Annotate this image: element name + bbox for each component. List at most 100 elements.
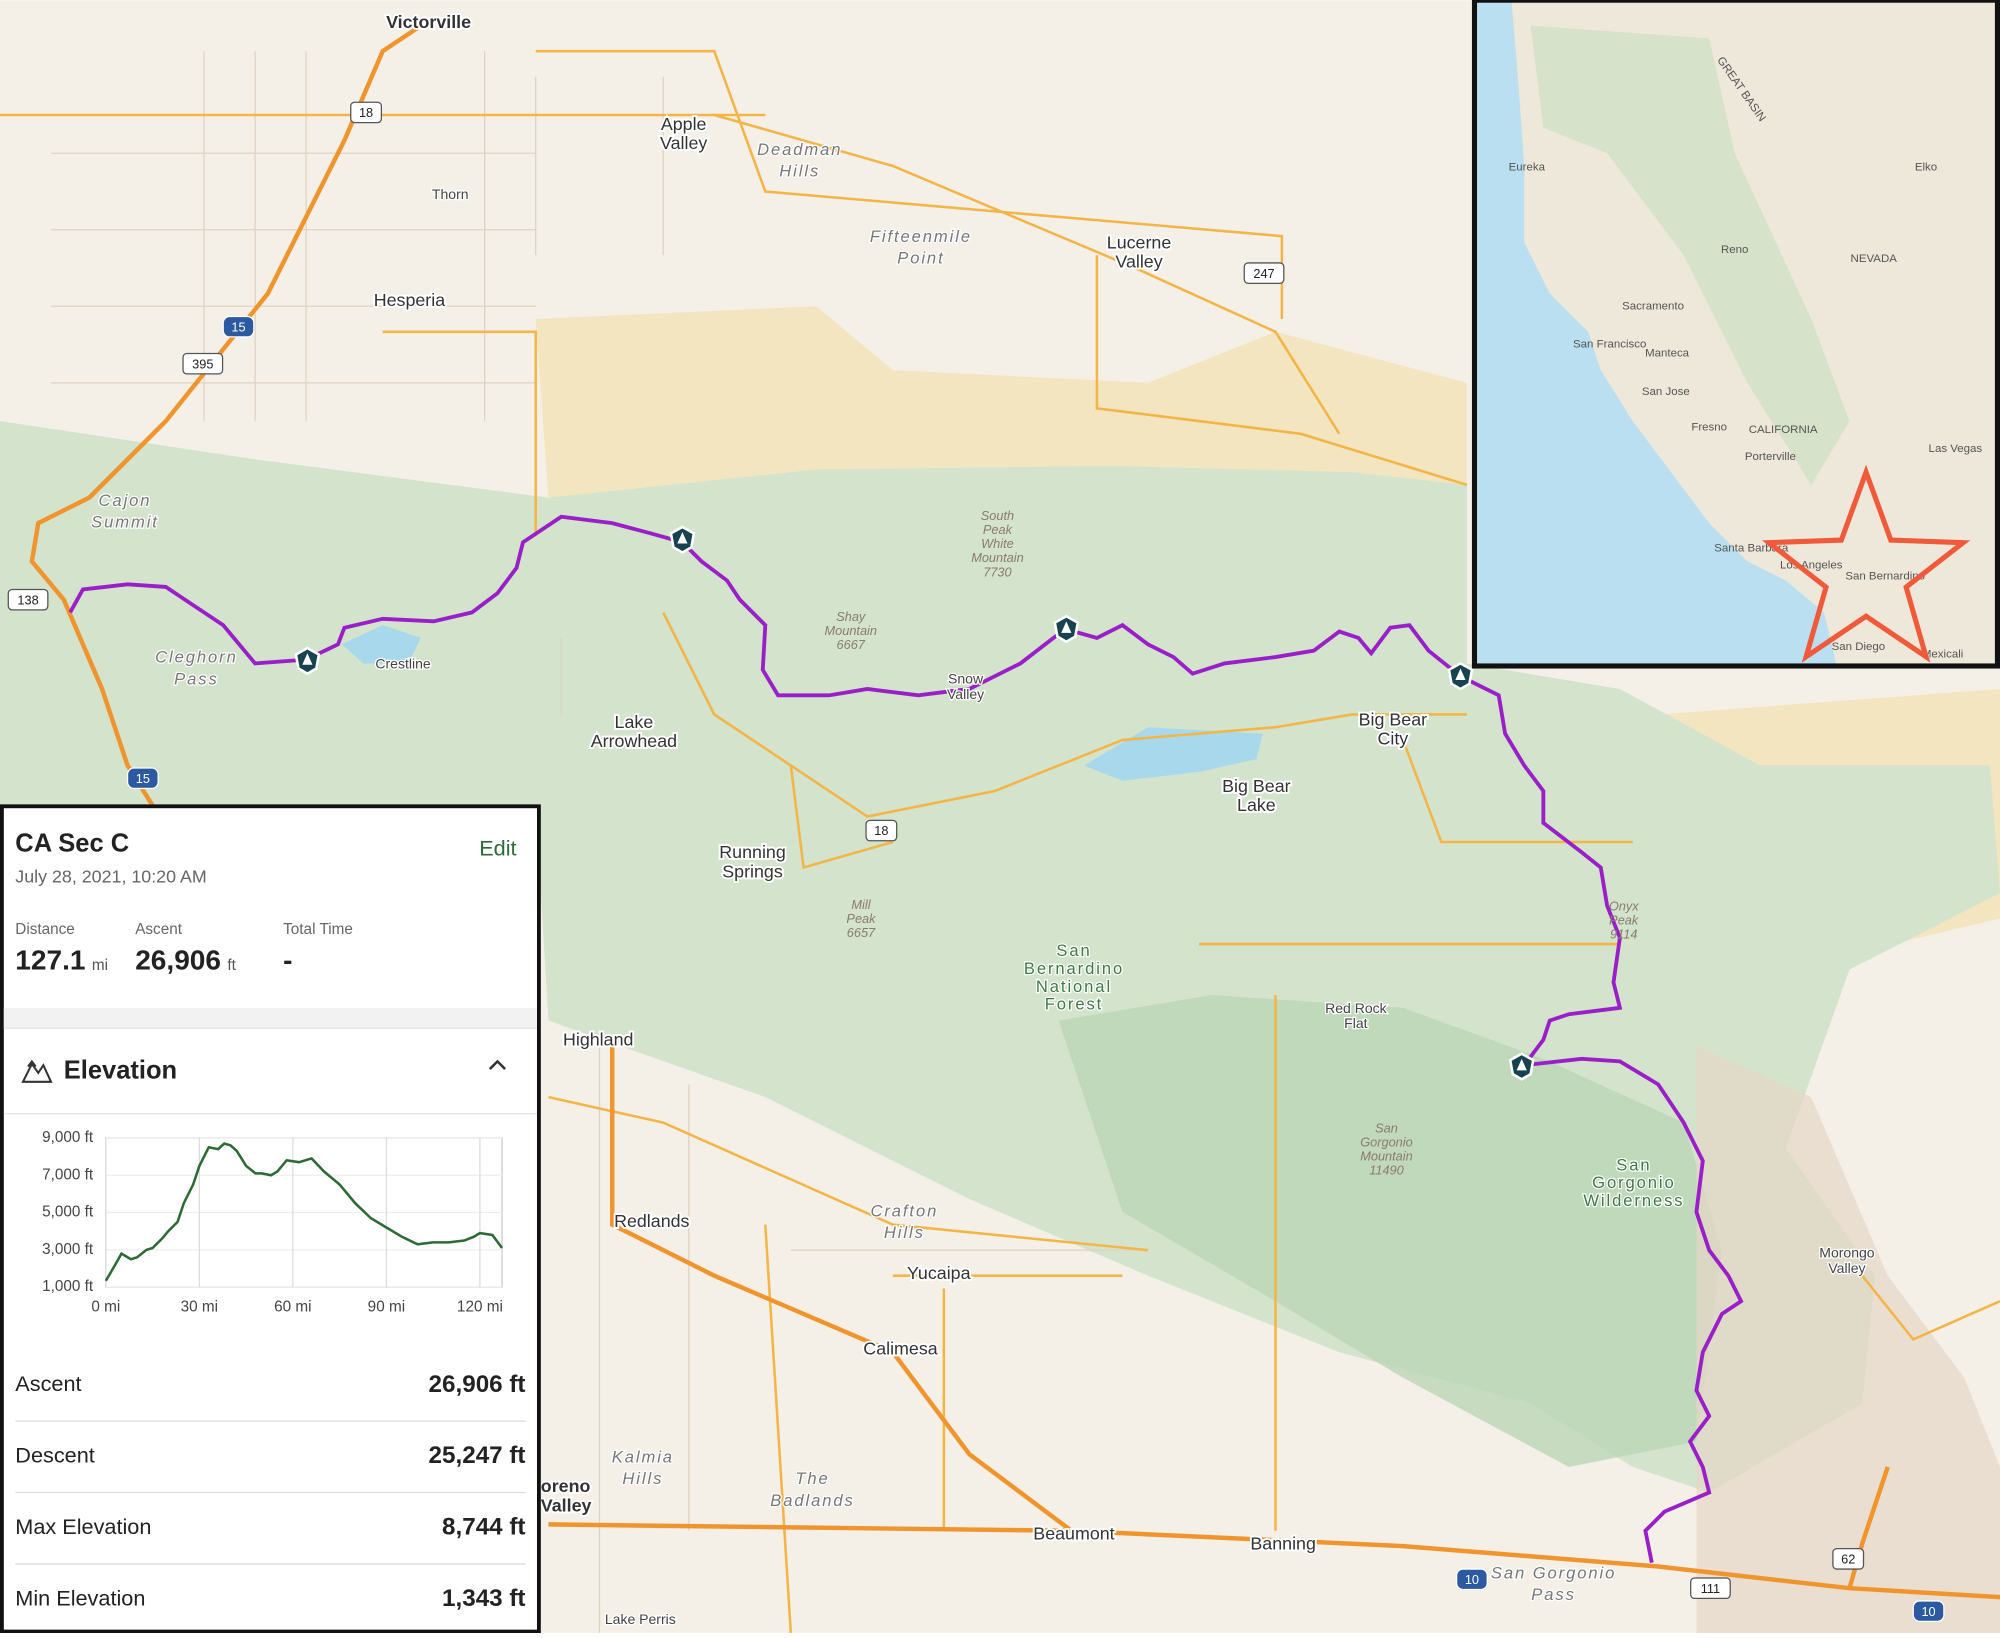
inset-label: San Diego <box>1832 641 1886 653</box>
elevation-chart: 9,000 ft 7,000 ft 5,000 ft 3,000 ft 1,000 ft… <box>42 1129 504 1316</box>
place-label: Beaumont <box>1033 1523 1114 1543</box>
place-label: White <box>981 536 1014 551</box>
stat-label: Max Elevation <box>15 1514 151 1539</box>
shield <box>182 352 224 375</box>
x-tick-label: 30 mi <box>181 1299 218 1316</box>
x-tick-label: 90 mi <box>368 1299 405 1316</box>
shield-number: 18 <box>359 105 373 120</box>
trail-route <box>68 514 1744 1564</box>
y-tick-label: 5,000 ft <box>42 1204 94 1221</box>
place-label: Calimesa <box>863 1338 937 1358</box>
stat-label: Min Elevation <box>15 1585 145 1610</box>
place-label: Fifteenmile <box>870 227 972 246</box>
place-label: Running <box>719 842 785 862</box>
shield <box>865 819 898 842</box>
inset-label: Mexicali <box>1922 649 1963 661</box>
place-label: The <box>795 1469 829 1488</box>
place-label: Victorville <box>386 12 471 32</box>
shield-number: 18 <box>874 823 888 838</box>
summary-value: 127.1 <box>15 944 85 975</box>
trail-markers <box>294 525 1535 1081</box>
place-label: Summit <box>91 513 159 532</box>
place-label: Red Rock <box>1325 1000 1388 1016</box>
place-label: Valley <box>947 686 984 702</box>
place-label: Springs <box>722 861 783 881</box>
place-label: Wilderness <box>1583 1191 1684 1210</box>
place-label: Shay <box>836 609 867 624</box>
place-label: 9114 <box>1610 926 1637 941</box>
summary-label: Total Time <box>283 921 353 938</box>
shield <box>7 588 49 611</box>
collapse-button[interactable] <box>488 1059 507 1070</box>
place-label: Lake Perris <box>605 1611 676 1627</box>
place-label: Valley <box>660 133 707 153</box>
inset-label: Sacramento <box>1622 300 1684 312</box>
shield-number: 62 <box>1841 1551 1855 1566</box>
place-label: Kalmia <box>612 1447 674 1466</box>
place-label: 6657 <box>847 925 876 940</box>
stat-value: 1,343 ft <box>442 1585 525 1612</box>
place-label: Highland <box>563 1030 633 1050</box>
inset-label: San Francisco <box>1573 339 1646 351</box>
place-label: 11490 <box>1369 1162 1404 1177</box>
marker-tree <box>1061 621 1072 633</box>
place-label: Crestline <box>375 655 431 671</box>
place-label: Valley <box>1828 1260 1865 1276</box>
place-label: Cajon <box>99 491 152 510</box>
y-tick-label: 7,000 ft <box>42 1166 94 1183</box>
shield <box>1690 1577 1731 1600</box>
inset-label: San Jose <box>1642 386 1690 398</box>
inset-label: Reno <box>1721 244 1748 256</box>
inset-label: San Bernardino <box>1845 571 1925 583</box>
marker-tree <box>677 532 688 544</box>
place-label: Arrowhead <box>591 731 677 751</box>
place-label: Crafton <box>870 1201 938 1220</box>
y-tick-label: 3,000 ft <box>42 1241 94 1258</box>
place-label: Pass <box>1531 1585 1576 1604</box>
activity-title: CA Sec C <box>15 829 129 857</box>
inset-label: Porterville <box>1745 451 1796 463</box>
shield-number: 10 <box>1921 1604 1935 1619</box>
place-label: Hills <box>779 162 820 181</box>
place-label: Lucerne <box>1107 233 1172 253</box>
place-label: Mountain <box>825 623 877 638</box>
elevation-icon <box>21 1059 53 1083</box>
place-label: Banning <box>1250 1534 1315 1554</box>
shield-number: 10 <box>1465 1572 1479 1587</box>
place-label: Hesperia <box>374 290 445 310</box>
roads <box>0 23 2000 1633</box>
shield <box>222 315 255 338</box>
x-tick-label: 60 mi <box>274 1299 311 1316</box>
stat-value: 26,906 ft <box>429 1371 526 1398</box>
place-label: Badlands <box>770 1491 854 1510</box>
shield <box>1243 262 1285 284</box>
place-label: 7730 <box>983 564 1011 579</box>
stat-value: 8,744 ft <box>442 1514 525 1541</box>
activity-panel: CA Sec C Edit July 28, 2021, 10:20 AM Di… <box>0 804 541 1634</box>
place-label: Thorn <box>432 186 469 202</box>
activity-date: July 28, 2021, 10:20 AM <box>15 866 206 886</box>
marker-tree <box>302 653 313 665</box>
place-label: Morongo <box>1819 1245 1875 1261</box>
shield <box>350 101 383 124</box>
place-label: Mountain <box>1360 1148 1412 1163</box>
place-label: Hills <box>622 1469 663 1488</box>
shield <box>1455 1568 1488 1591</box>
shield-number: 247 <box>1253 266 1274 281</box>
place-label: Point <box>897 248 944 267</box>
shield <box>1832 1548 1865 1570</box>
stat-value: 25,247 ft <box>429 1442 526 1469</box>
inset-label: Manteca <box>1645 348 1690 360</box>
trail-marker <box>669 525 696 554</box>
summary-label: Distance <box>15 921 75 938</box>
edit-button[interactable]: Edit <box>479 835 516 860</box>
place-label: Forest <box>1045 995 1103 1014</box>
terrain <box>0 306 2000 1633</box>
route-shields: 18 395 15 138 247 18 15 10 111 62 10 <box>7 101 1945 1622</box>
summary-value: - <box>283 944 292 975</box>
shield-number: 15 <box>136 771 150 786</box>
inset-label: Eureka <box>1509 161 1546 173</box>
